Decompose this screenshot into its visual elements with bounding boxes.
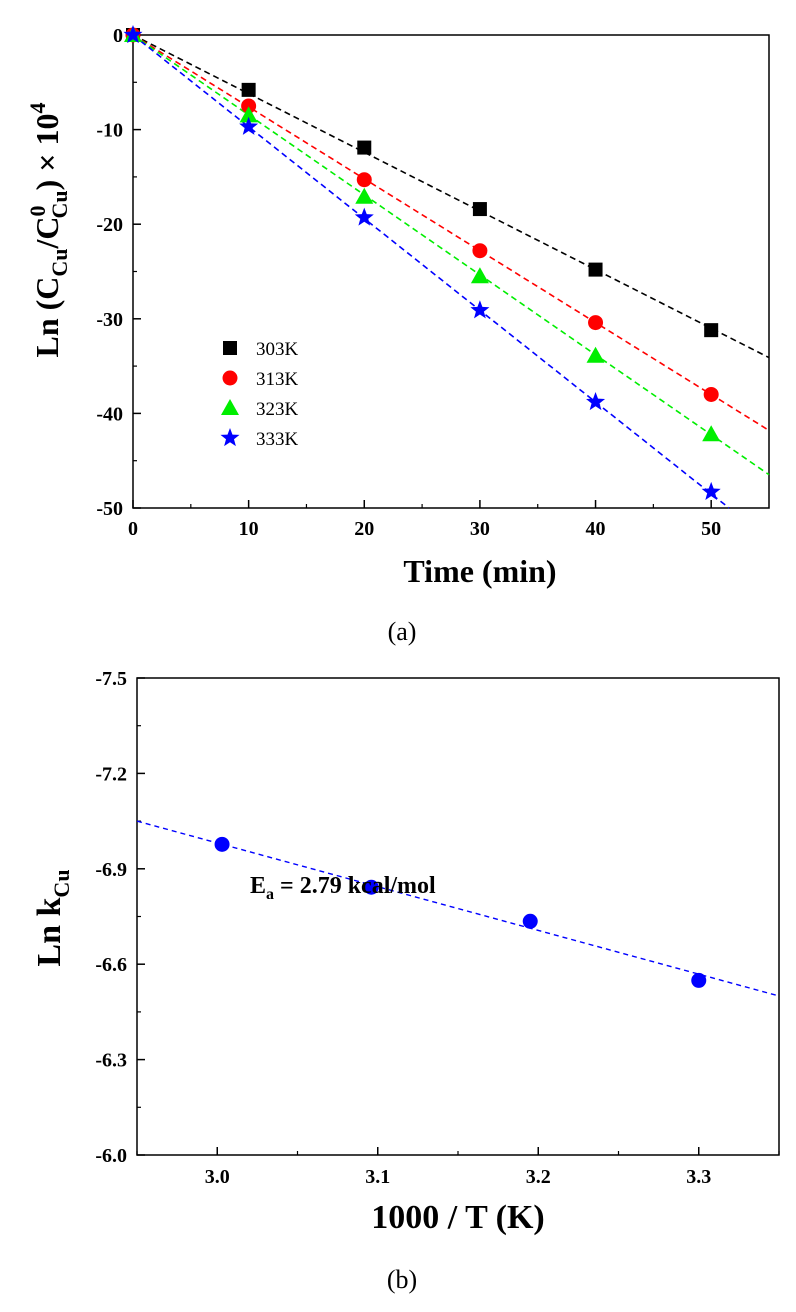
data-point-313K [588, 315, 604, 331]
data-point-303K [357, 140, 372, 155]
plot-b-ylabel: Ln kCu [31, 869, 74, 966]
y-tick-label: -6.3 [95, 1050, 127, 1072]
plot-a-fit-lines [132, 34, 770, 509]
y-tick-label: -7.5 [95, 668, 127, 690]
data-point-313K [356, 172, 372, 188]
legend-marker-323K [221, 399, 239, 415]
data-point-323K [355, 187, 374, 204]
fit-line-313K [132, 34, 770, 432]
panel-b-caption: (b) [387, 1265, 417, 1294]
x-tick-label: 20 [354, 518, 374, 540]
y-tick-label: -50 [96, 498, 123, 520]
y-tick-label: -7.2 [95, 763, 127, 785]
fit-line [136, 820, 780, 997]
x-tick-label: 3.0 [205, 1166, 230, 1188]
fit-line-303K [132, 34, 770, 359]
legend-marker-333K [220, 428, 240, 447]
data-point-333K [586, 392, 606, 411]
plot-b-frame [136, 677, 780, 1156]
data-point-333K [239, 116, 259, 135]
plot-b-markers [214, 836, 707, 988]
data-point-333K [354, 207, 374, 226]
data-point-323K [470, 267, 489, 284]
panel-a-chart: 0 10 20 30 40 50 0 -10 -20 -30 -40 -50 303K 313K 323K… [25, 25, 770, 646]
y-tick-label: -6.9 [95, 859, 127, 881]
data-point [214, 836, 230, 852]
plot-a-legend: 303K 313K 323K 333K [220, 339, 299, 450]
data-point-313K [703, 386, 719, 402]
x-tick-label: 3.3 [686, 1166, 711, 1188]
legend-label-313K: 313K [256, 369, 299, 390]
y-tick-label: -10 [96, 120, 123, 142]
plot-b-ticks: 3.0 3.1 3.2 3.3 -6.0 -6.3 -6.6 -6.9 -7.2 -7.5 [95, 668, 780, 1188]
x-tick-label: 10 [239, 518, 259, 540]
y-tick-label: -6.0 [95, 1145, 127, 1167]
fit-line-323K [132, 34, 770, 476]
y-tick-label: -6.6 [95, 954, 127, 976]
y-tick-label: -30 [96, 309, 123, 331]
data-point-323K [239, 106, 258, 123]
data-point-313K [472, 243, 488, 259]
plot-a-ylabel: Ln (CCu/C0Cu) × 104 [25, 102, 72, 357]
data-point-313K [241, 98, 257, 114]
data-point-323K [586, 346, 605, 363]
legend-label-323K: 323K [256, 399, 299, 420]
data-point [691, 972, 707, 988]
data-point-303K [472, 202, 487, 217]
x-tick-label: 3.1 [365, 1166, 390, 1188]
y-tick-label: -20 [96, 214, 123, 236]
plot-a-ticks: 0 10 20 30 40 50 0 -10 -20 -30 -40 -50 [96, 25, 721, 540]
plot-a-markers [123, 25, 721, 501]
activation-energy-annotation: Ea = 2.79 kcal/mol [250, 873, 436, 903]
legend-marker-303K [223, 341, 237, 355]
data-point-303K [704, 323, 719, 338]
data-point-333K [701, 481, 721, 501]
data-point-323K [702, 425, 721, 442]
data-point-333K [470, 300, 490, 319]
data-point-303K [241, 82, 256, 97]
y-tick-label: 0 [113, 25, 123, 47]
x-tick-label: 40 [586, 518, 606, 540]
x-tick-label: 50 [701, 518, 721, 540]
x-tick-label: 0 [128, 518, 138, 540]
x-tick-label: 30 [470, 518, 490, 540]
legend-label-333K: 333K [256, 429, 299, 450]
panel-b-chart: 3.0 3.1 3.2 3.3 -6.0 -6.3 -6.6 -6.9 -7.2 -7.5 Ea … [31, 668, 780, 1294]
legend-label-303K: 303K [256, 339, 299, 360]
x-tick-label: 3.2 [526, 1166, 551, 1188]
plot-b-xlabel: 1000 / T (K) [371, 1199, 545, 1236]
data-point [363, 879, 379, 895]
data-point [522, 913, 538, 929]
plot-a-xlabel: Time (min) [403, 553, 556, 589]
plot-b-fit-line [136, 820, 780, 997]
fit-line-333K [132, 34, 730, 509]
panel-a-caption: (a) [388, 617, 417, 646]
y-tick-label: -40 [96, 403, 123, 425]
data-point-303K [588, 262, 603, 277]
legend-marker-313K [222, 370, 238, 386]
data-point-333K [123, 25, 143, 44]
